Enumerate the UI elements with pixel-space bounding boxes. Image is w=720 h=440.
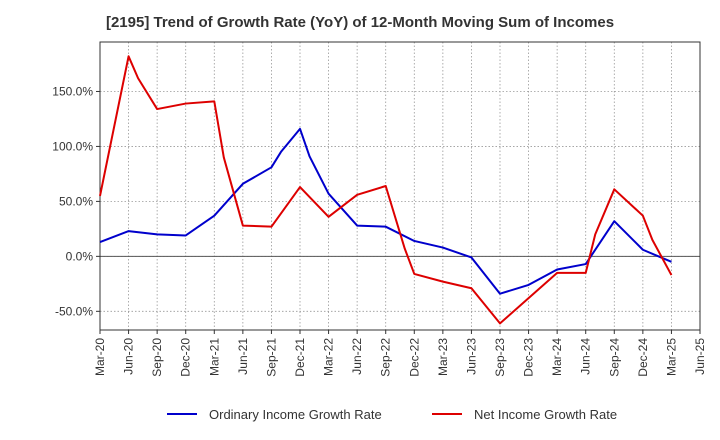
x-tick-label: Dec-20: [179, 338, 193, 377]
chart-title: [2195] Trend of Growth Rate (YoY) of 12-…: [105, 14, 615, 31]
x-tick-label: Sep-23: [493, 338, 507, 377]
legend-label: Net Income Growth Rate: [474, 407, 617, 422]
x-tick-label: Sep-20: [150, 338, 164, 377]
x-tick-label: Mar-21: [207, 338, 221, 376]
series-line-net-income: [99, 55, 673, 325]
x-tick-label: Jun-25: [693, 338, 707, 375]
x-tick-label: Jun-20: [122, 338, 136, 375]
y-tick-label: -50.0%: [55, 304, 93, 318]
x-tick-label: Mar-23: [436, 338, 450, 376]
x-tick-label: Dec-23: [522, 338, 536, 377]
x-tick-label: Dec-22: [407, 338, 421, 377]
x-tick-label: Mar-22: [322, 338, 336, 376]
x-tick-label: Dec-24: [636, 338, 650, 377]
x-tick-label: Mar-20: [93, 338, 107, 376]
y-tick-label: 150.0%: [52, 84, 93, 98]
x-tick-label: Jun-24: [579, 338, 593, 375]
legend: Ordinary Income Growth Rate Net Income Gr…: [167, 407, 617, 422]
y-tick-label: 0.0%: [66, 249, 94, 263]
x-tick-label: Jun-23: [464, 338, 478, 375]
x-tick-label: Jun-22: [350, 338, 364, 375]
grid-layer: [100, 42, 700, 330]
plot-border: [99, 41, 701, 331]
x-tick-label: Jun-21: [236, 338, 250, 375]
y-tick-label: 100.0%: [52, 139, 93, 153]
x-tick-label: Sep-24: [607, 338, 621, 377]
y-tick-label: 50.0%: [59, 194, 93, 208]
x-tick-label: Mar-25: [664, 338, 678, 376]
x-tick-label: Sep-21: [264, 338, 278, 377]
legend-label: Ordinary Income Growth Rate: [209, 407, 382, 422]
x-tick-label: Dec-21: [293, 338, 307, 377]
x-tick-label: Sep-22: [379, 338, 393, 377]
series-line-ordinary-income: [99, 127, 672, 295]
axis-layer: Mar-20 Jun-20 Sep-20 Dec-20 Mar-21 Jun-21 Sep-…: [52, 41, 707, 377]
series-layer: [99, 55, 673, 325]
x-tick-label: Mar-24: [550, 338, 564, 376]
